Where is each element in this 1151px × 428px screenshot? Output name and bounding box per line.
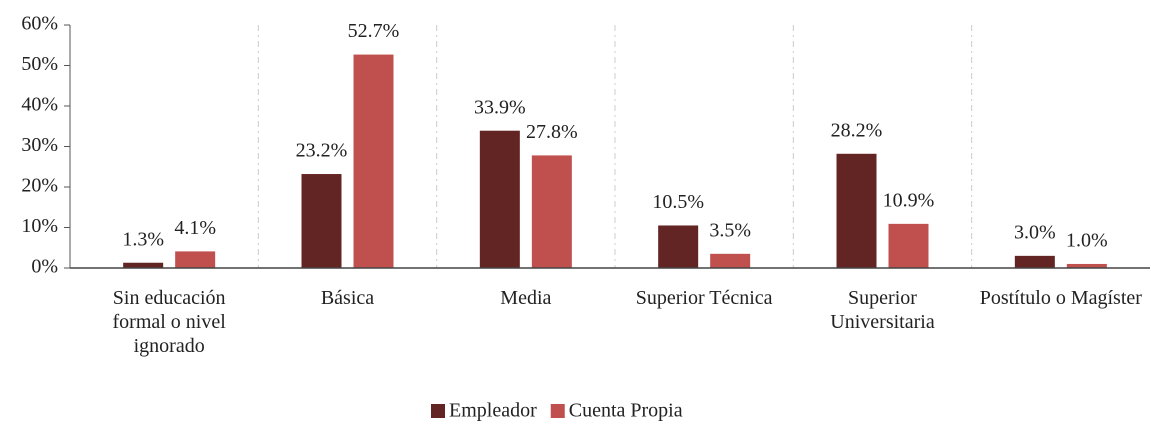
bar xyxy=(710,253,751,268)
y-tick-label: 60% xyxy=(21,13,58,35)
bar xyxy=(531,155,572,268)
legend-label: Empleador xyxy=(449,400,537,422)
x-tick-label: Superior Técnica xyxy=(635,287,773,309)
y-tick-label: 20% xyxy=(21,175,58,197)
x-tick-label: Sin educación formal o nivel ignorado xyxy=(112,287,226,357)
y-tick-label: 40% xyxy=(21,94,58,116)
x-tick-label: Básica xyxy=(320,287,375,309)
data-label: 3.5% xyxy=(709,219,751,241)
bar xyxy=(1014,255,1055,268)
bar xyxy=(479,130,520,268)
y-tick-label: 10% xyxy=(21,215,58,237)
bar xyxy=(888,223,929,268)
data-label: 28.2% xyxy=(831,119,883,141)
y-tick-label: 30% xyxy=(21,134,58,156)
x-tick-label: Media xyxy=(500,287,552,309)
data-label: 33.9% xyxy=(474,96,526,118)
legend-swatch xyxy=(550,404,565,418)
data-label: 1.0% xyxy=(1066,230,1108,252)
bar xyxy=(836,153,877,268)
legend-swatch xyxy=(431,404,445,418)
data-label: 27.8% xyxy=(526,121,578,143)
data-label: 3.0% xyxy=(1014,221,1056,243)
data-label: 4.1% xyxy=(174,217,216,239)
x-tick-label: Postítulo o Magíster xyxy=(979,287,1142,309)
x-tick-label: Superior Universitaria xyxy=(830,287,935,333)
bar xyxy=(1066,263,1107,268)
bar xyxy=(123,262,164,268)
bar xyxy=(353,54,394,268)
bar xyxy=(301,174,342,268)
bar xyxy=(658,225,699,268)
data-label: 10.5% xyxy=(652,191,704,213)
y-tick-label: 50% xyxy=(21,53,58,75)
data-label: 10.9% xyxy=(883,189,935,211)
data-label: 1.3% xyxy=(122,228,164,250)
y-tick-label: 0% xyxy=(31,256,58,278)
data-label: 52.7% xyxy=(348,20,400,42)
legend-label: Cuenta Propia xyxy=(569,400,683,422)
data-label: 23.2% xyxy=(296,140,348,162)
bar xyxy=(175,251,216,268)
